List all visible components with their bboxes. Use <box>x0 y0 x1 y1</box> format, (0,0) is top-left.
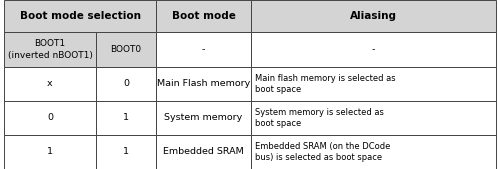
Text: -: - <box>202 45 205 54</box>
Bar <box>96 32 156 67</box>
Text: 1: 1 <box>123 147 129 156</box>
Text: 0: 0 <box>47 113 53 122</box>
Bar <box>156 0 251 32</box>
Text: BOOT1
(inverted nBOOT1): BOOT1 (inverted nBOOT1) <box>8 40 92 59</box>
Text: 1: 1 <box>123 113 129 122</box>
Text: -: - <box>372 45 375 54</box>
Bar <box>156 135 251 169</box>
Bar <box>251 32 496 67</box>
Bar <box>4 67 96 101</box>
Text: Boot mode selection: Boot mode selection <box>20 11 140 21</box>
Text: Embedded SRAM: Embedded SRAM <box>163 147 244 156</box>
Bar <box>96 67 156 101</box>
Bar <box>96 101 156 135</box>
Text: 1: 1 <box>47 147 53 156</box>
Text: System memory is selected as
boot space: System memory is selected as boot space <box>255 108 384 128</box>
Text: x: x <box>47 79 53 88</box>
Bar <box>4 135 96 169</box>
Bar <box>156 101 251 135</box>
Bar <box>4 101 96 135</box>
Bar <box>251 0 496 32</box>
Text: Embedded SRAM (on the DCode
bus) is selected as boot space: Embedded SRAM (on the DCode bus) is sele… <box>255 142 390 162</box>
Text: BOOT0: BOOT0 <box>110 45 142 54</box>
Bar <box>156 67 251 101</box>
Text: Main Flash memory: Main Flash memory <box>157 79 250 88</box>
Bar <box>4 32 96 67</box>
Text: Aliasing: Aliasing <box>350 11 397 21</box>
Text: Main flash memory is selected as
boot space: Main flash memory is selected as boot sp… <box>255 74 396 94</box>
Text: 0: 0 <box>123 79 129 88</box>
Text: System memory: System memory <box>164 113 242 122</box>
Bar <box>251 101 496 135</box>
Bar <box>251 135 496 169</box>
Text: Boot mode: Boot mode <box>172 11 235 21</box>
Bar <box>4 0 156 32</box>
Bar <box>96 135 156 169</box>
Bar <box>156 32 251 67</box>
Bar <box>251 67 496 101</box>
